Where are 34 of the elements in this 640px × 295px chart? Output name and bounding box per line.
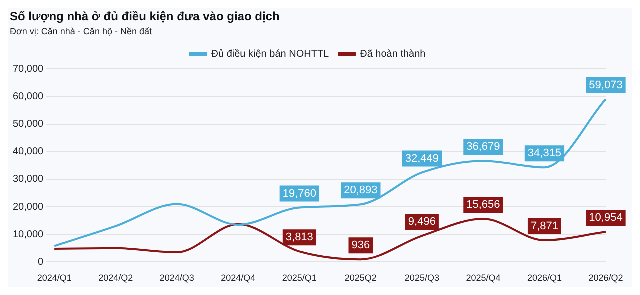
data-label: 3,813: [286, 232, 314, 244]
x-tick-label: 2024/Q2: [98, 273, 134, 284]
x-tick-label: 2026/Q2: [588, 273, 624, 284]
x-tick-label: 2025/Q3: [404, 273, 440, 284]
data-label: 36,679: [466, 141, 500, 154]
data-label: 19,760: [282, 188, 316, 200]
data-label: 7,871: [530, 220, 558, 233]
y-tick-label: 10,000: [12, 229, 44, 240]
data-label: 936: [352, 240, 370, 252]
x-tick-label: 2024/Q3: [160, 273, 194, 284]
y-tick-label: 30,000: [12, 174, 44, 186]
y-tick-label: 50,000: [12, 119, 44, 130]
x-tick-label: 2024/Q4: [221, 273, 256, 284]
legend-label: Đã hoàn thành: [360, 48, 426, 60]
data-label: 59,073: [589, 79, 623, 92]
y-tick-label: 70,000: [12, 64, 44, 75]
y-tick-label: 60,000: [12, 92, 44, 103]
x-tick-label: 2025/Q4: [466, 273, 501, 284]
y-tick-label: 0: [38, 256, 44, 268]
x-tick-label: 2024/Q1: [37, 273, 72, 284]
data-label: 10,954: [589, 212, 623, 224]
data-label: 32,449: [405, 152, 440, 165]
data-label: 15,656: [466, 199, 500, 212]
data-label: 9,496: [408, 216, 436, 228]
chart-title: Số lượng nhà ở đủ điều kiện đưa vào giao dịch: [10, 10, 280, 24]
y-tick-label: 40,000: [12, 146, 44, 158]
chart-subtitle: Đơn vị: Căn nhà - Căn hộ - Nền đất: [10, 26, 152, 36]
y-tick-label: 20,000: [12, 202, 44, 213]
x-tick-label: 2025/Q1: [282, 273, 317, 284]
data-label: 20,893: [344, 184, 378, 197]
x-tick-label: 2026/Q1: [527, 273, 562, 284]
data-label: 34,315: [528, 148, 562, 160]
x-tick-label: 2025Q2: [344, 273, 377, 284]
legend-label: Đủ điều kiện bán NOHTTL: [211, 48, 330, 60]
